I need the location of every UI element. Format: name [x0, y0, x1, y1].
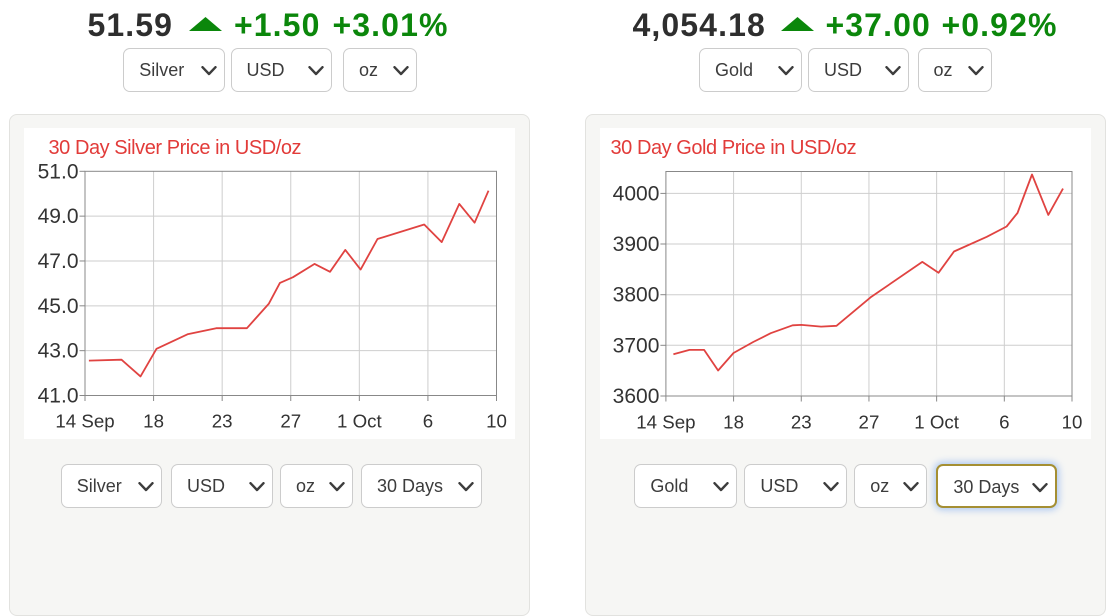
svg-text:27: 27: [280, 411, 301, 432]
svg-text:14 Sep: 14 Sep: [55, 411, 114, 432]
svg-text:1 Oct: 1 Oct: [336, 411, 381, 432]
svg-text:3700: 3700: [612, 334, 659, 357]
svg-text:10: 10: [486, 411, 507, 432]
svg-text:30 Day Silver Price in USD/oz: 30 Day Silver Price in USD/oz: [48, 137, 301, 159]
svg-text:6: 6: [999, 412, 1009, 433]
svg-text:3900: 3900: [612, 233, 659, 256]
svg-text:51.0: 51.0: [37, 160, 78, 183]
svg-text:30 Day Gold Price in USD/oz: 30 Day Gold Price in USD/oz: [610, 137, 856, 159]
svg-text:23: 23: [211, 411, 232, 432]
svg-text:43.0: 43.0: [37, 340, 78, 363]
svg-text:10: 10: [1061, 412, 1082, 433]
svg-text:1 Oct: 1 Oct: [914, 412, 959, 433]
svg-text:6: 6: [422, 411, 432, 432]
svg-text:18: 18: [143, 411, 164, 432]
svg-text:14 Sep: 14 Sep: [636, 412, 695, 433]
svg-text:47.0: 47.0: [37, 250, 78, 273]
svg-text:4000: 4000: [612, 182, 659, 205]
svg-text:18: 18: [723, 412, 744, 433]
svg-text:27: 27: [858, 412, 879, 433]
svg-text:3800: 3800: [612, 284, 659, 307]
svg-text:3600: 3600: [612, 385, 659, 408]
svg-text:49.0: 49.0: [37, 205, 78, 228]
svg-text:23: 23: [790, 412, 811, 433]
svg-text:45.0: 45.0: [37, 295, 78, 318]
svg-text:41.0: 41.0: [37, 385, 78, 408]
